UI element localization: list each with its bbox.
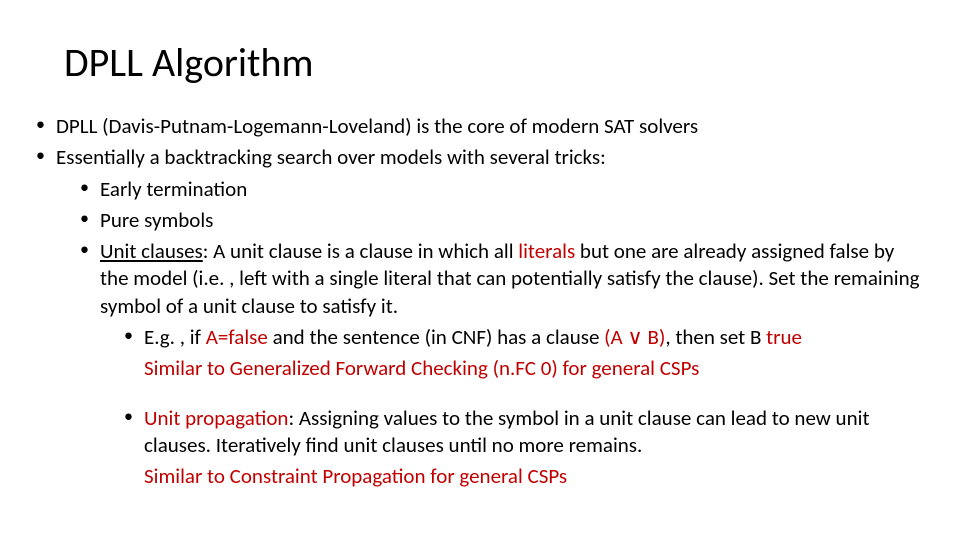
sublist-1: Early termination Pure symbols Unit clau…	[56, 176, 924, 491]
eg-clause: (A ∨ B)	[604, 324, 665, 350]
slide: DPLL Algorithm DPLL (Davis-Putnam-Logema…	[0, 0, 960, 540]
example-line: E.g. , if A=false and the sentence (in C…	[124, 324, 924, 351]
unit-clauses-label: Unit clauses	[100, 238, 203, 264]
eg-c: , then set B	[665, 324, 766, 350]
sub-pure-symbols: Pure symbols	[80, 207, 924, 234]
up-label: Unit propagation	[144, 405, 288, 431]
eg-afalse: A=false	[206, 324, 268, 350]
similar-2: Similar to Constraint Propagation for ge…	[124, 463, 924, 490]
bullet-2-text: Essentially a backtracking search over m…	[56, 144, 606, 170]
bullet-1: DPLL (Davis-Putnam-Logemann-Loveland) is…	[36, 113, 924, 140]
sublist-2: E.g. , if A=false and the sentence (in C…	[100, 324, 924, 490]
eg-a: E.g. , if	[144, 324, 206, 350]
sub-early-termination: Early termination	[80, 176, 924, 203]
similar-1: Similar to Generalized Forward Checking …	[124, 355, 924, 382]
sub-unit-clauses: Unit clauses: A unit clause is a clause …	[80, 238, 924, 490]
slide-title: DPLL Algorithm	[64, 38, 924, 87]
similar-2-text: Similar to Constraint Propagation for ge…	[144, 463, 567, 489]
bullet-list: DPLL (Davis-Putnam-Logemann-Loveland) is…	[36, 113, 924, 491]
bullet-2: Essentially a backtracking search over m…	[36, 144, 924, 490]
eg-true: true	[766, 324, 802, 350]
literals-text: literals	[518, 238, 575, 264]
eg-b: and the sentence (in CNF) has a clause	[268, 324, 604, 350]
similar-1-text: Similar to Generalized Forward Checking …	[144, 355, 699, 381]
unit-propagation: Unit propagation: Assigning values to th…	[124, 405, 924, 460]
unit-clauses-text-a: : A unit clause is a clause in which all	[203, 238, 519, 264]
